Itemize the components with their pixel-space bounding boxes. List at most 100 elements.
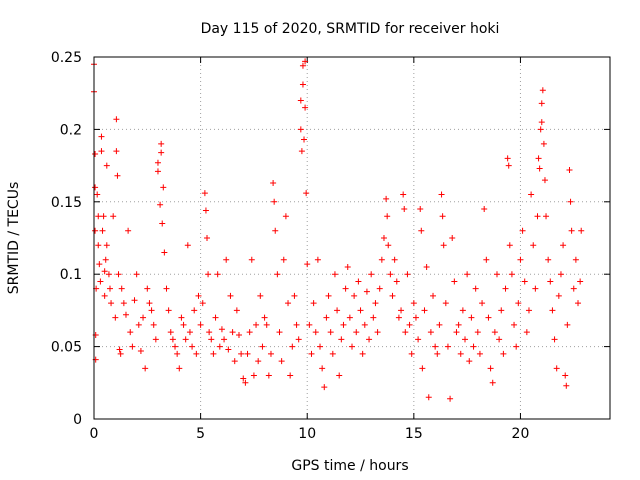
y-tick-label: 0.2 [60,122,82,138]
data-point [240,375,247,382]
data-point [338,336,345,343]
data-point [543,213,550,220]
data-point [430,292,437,299]
y-tick-label: 0.15 [51,195,82,211]
data-point [229,329,236,336]
data-point [193,350,200,357]
data-point [233,307,240,314]
data-point [505,162,512,169]
data-point [340,321,347,328]
data-point [483,256,490,263]
data-point [227,292,234,299]
data-point [135,321,142,328]
data-point [106,285,113,292]
data-point [317,343,324,350]
data-point [404,271,411,278]
data-point [148,307,155,314]
data-point [535,155,542,162]
data-point [157,201,164,208]
data-point [205,271,212,278]
data-point [346,314,353,321]
data-point [387,271,394,278]
data-point [201,190,208,197]
data-point [329,350,336,357]
data-point [154,168,161,175]
data-point [560,242,567,249]
data-point [158,140,165,147]
data-point [92,151,99,158]
data-point [103,242,110,249]
data-point [434,350,441,357]
data-point [125,227,132,234]
data-point [359,350,366,357]
data-point [302,104,309,111]
data-point [295,336,302,343]
data-point [440,242,447,249]
data-point [466,358,473,365]
data-point [457,350,464,357]
data-point [470,343,477,350]
data-point [325,292,332,299]
data-point [267,350,274,357]
data-point [189,343,196,350]
data-point [398,307,405,314]
data-point [113,116,120,123]
data-point [231,358,238,365]
chart-title: Day 115 of 2020, SRMTID for receiver hok… [201,21,500,37]
data-point [376,285,383,292]
y-tick-label: 0 [73,412,82,428]
data-point [263,321,270,328]
data-point [195,292,202,299]
data-point [378,256,385,263]
data-point [293,321,300,328]
data-point [336,372,343,379]
data-point [525,307,532,314]
data-point [92,227,99,234]
data-point [161,249,168,256]
data-point [176,365,183,372]
data-point [551,336,558,343]
data-point [163,285,170,292]
data-point [415,336,422,343]
data-point [218,326,225,333]
data-point [299,62,306,69]
data-point [253,321,260,328]
data-point [154,159,161,166]
data-point [308,350,315,357]
data-point [539,87,546,94]
data-point [383,195,390,202]
data-point [101,292,108,299]
data-point [410,300,417,307]
data-point [133,271,140,278]
data-point [186,329,193,336]
data-point [103,162,110,169]
data-point [331,271,338,278]
plot-area-border [93,56,611,420]
data-point [137,347,144,354]
data-point [541,177,548,184]
data-point [150,321,157,328]
data-point [97,278,104,285]
data-point [299,81,306,88]
data-point [577,278,584,285]
data-point [519,227,526,234]
data-point [122,311,129,318]
data-point [159,220,166,227]
data-point [562,372,569,379]
data-point [361,321,368,328]
data-point [197,321,204,328]
data-point [427,329,434,336]
data-point [259,343,266,350]
data-point [127,329,134,336]
data-point [393,278,400,285]
data-point [116,346,123,353]
data-point [523,329,530,336]
data-point [402,329,409,336]
data-point [94,191,101,198]
x-tick-label: 5 [196,426,205,442]
data-point [101,268,108,275]
data-point [555,292,562,299]
data-point [506,242,513,249]
data-point [114,172,121,179]
data-point [108,300,115,307]
